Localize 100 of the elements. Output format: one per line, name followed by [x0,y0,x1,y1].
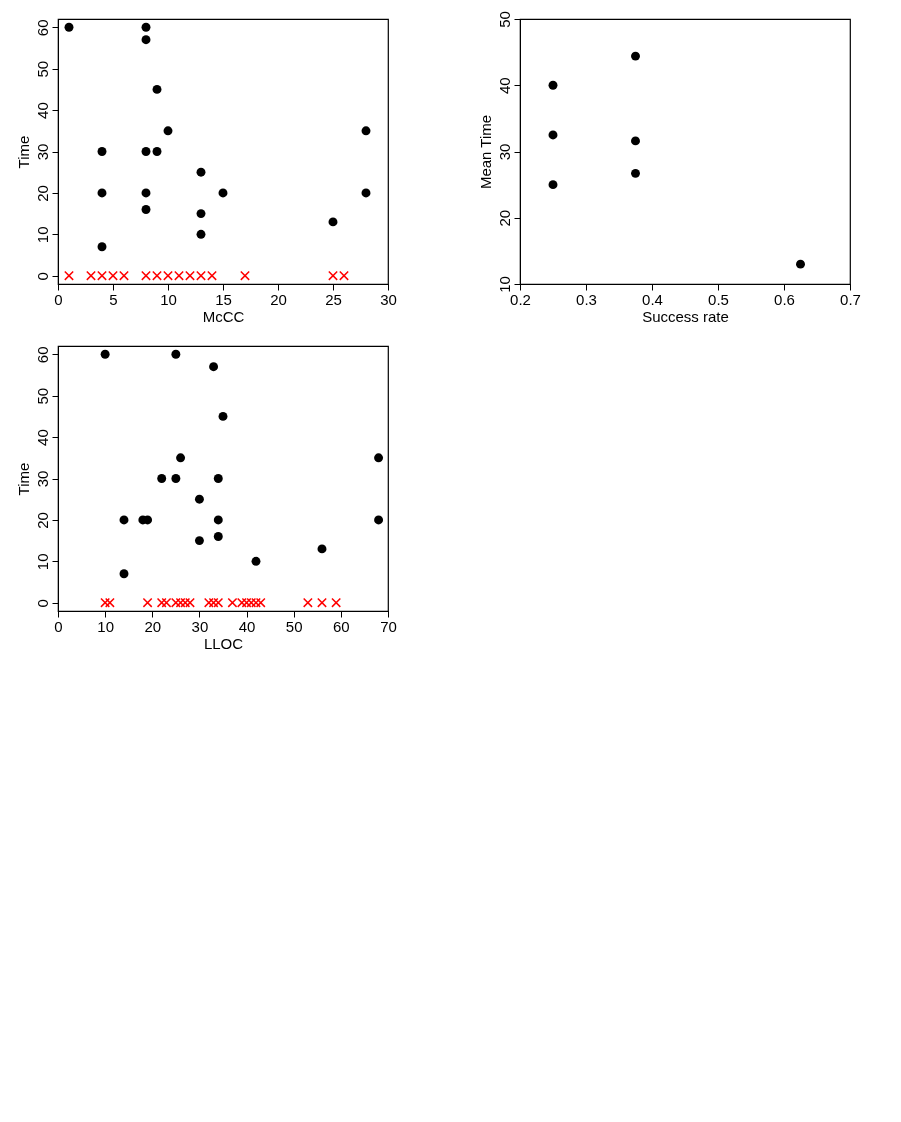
point [339,270,349,281]
x-tick-label: 20 [144,617,162,635]
point [631,168,640,178]
y-axis-title: Time [14,462,32,496]
point [104,597,115,608]
point [64,22,74,32]
point [196,270,206,281]
y-tick-label: 10 [33,553,51,571]
y-tick-label: 30 [33,143,51,161]
point [246,597,257,608]
x-tick-label: 30 [380,290,397,308]
point [209,362,219,372]
point [227,597,238,608]
x-tick-label: 0 [54,290,63,308]
point [196,229,206,239]
point [331,597,342,608]
point [255,597,266,608]
point [86,270,96,281]
y-tick-label: 0 [33,272,51,281]
y-tick-label: 60 [33,19,51,37]
y-tick-label: 20 [33,512,51,529]
x-tick-label: 0.5 [708,290,729,308]
point [100,349,110,359]
point [152,147,162,156]
x-tick-label: 15 [215,290,232,308]
point [328,217,338,227]
point [141,147,151,156]
point [374,453,384,463]
x-tick-label: 25 [325,290,342,308]
y-axis-title: Time [14,135,32,169]
point [317,597,327,608]
point [302,597,313,608]
point [141,188,151,198]
point [152,84,162,94]
point [203,597,214,608]
x-tick-label: 0.3 [576,290,597,308]
point [196,209,206,219]
x-axis-title: McCC [202,307,245,325]
point [218,411,228,421]
x-tick-label: 60 [333,617,350,635]
point [180,597,191,608]
x-tick-label: 30 [191,617,209,635]
point [97,270,107,281]
point [213,597,224,608]
point [631,136,640,146]
point [194,494,204,504]
point [218,188,228,198]
point [100,597,111,608]
x-tick-label: 0.4 [642,290,663,308]
point [196,167,206,177]
point [141,270,151,281]
y-tick-label: 50 [33,387,51,405]
point [64,270,74,281]
y-tick-label: 30 [33,470,51,488]
point [207,270,217,281]
y-tick-label: 20 [33,185,51,202]
point [548,80,558,90]
x-tick-label: 50 [285,617,303,635]
point [548,180,558,190]
x-tick-label: 0.2 [510,290,531,308]
x-tick-label: 10 [97,617,114,635]
y-tick-label: 60 [33,346,51,364]
point [141,22,151,32]
point [213,515,223,525]
x-tick-label: 0 [54,617,63,635]
point [157,474,167,483]
point [328,270,338,281]
point [251,556,261,566]
point [213,474,223,483]
point [141,35,151,45]
point [97,242,107,252]
x-tick-label: 70 [380,617,397,635]
x-tick-label: 0.6 [774,290,795,308]
point [361,126,371,136]
point [171,349,181,359]
point [361,188,371,198]
point [185,270,195,281]
point [194,536,204,546]
y-axis-title: Mean Time [476,114,494,190]
y-tick-label: 40 [33,429,51,446]
y-tick-label: 10 [495,276,513,293]
point [156,597,167,608]
x-tick-label: 40 [238,617,256,635]
point [97,147,107,156]
point [208,597,219,608]
point [119,270,129,281]
y-tick-label: 20 [495,209,513,227]
x-axis-title: Success rate [642,307,729,325]
point [142,597,153,608]
point [185,597,195,608]
point [163,126,173,136]
x-tick-label: 20 [270,290,287,308]
x-tick-label: 10 [160,290,177,308]
point [241,597,252,608]
x-axis-title: LLOC [203,634,244,652]
point [631,51,640,61]
point [97,188,107,198]
y-tick-label: 0 [33,599,51,608]
point [108,270,118,281]
point [141,205,151,214]
